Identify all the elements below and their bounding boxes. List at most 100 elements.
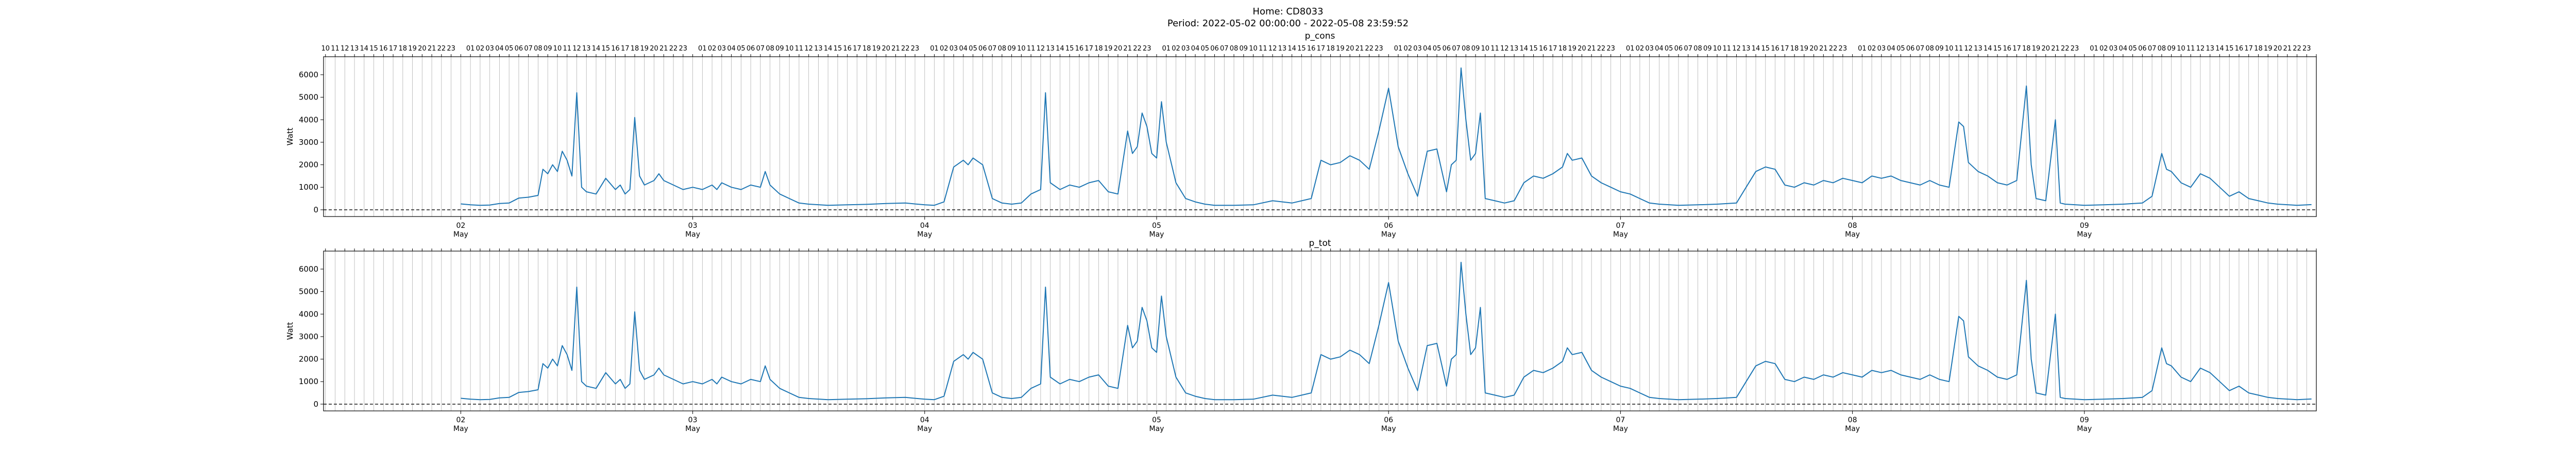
- day-tick-label: 02: [456, 222, 465, 230]
- hour-tick-label: 05: [2128, 45, 2137, 53]
- hour-tick-label: 23: [1375, 45, 1383, 53]
- hour-tick-label: 19: [2264, 45, 2273, 53]
- hour-tick-label: 23: [1839, 45, 1848, 53]
- hour-tick-label: 06: [1442, 45, 1451, 53]
- hour-tick-label: 22: [1597, 45, 1606, 53]
- month-tick-label: May: [1149, 230, 1164, 239]
- hour-tick-label: 22: [437, 45, 446, 53]
- hour-tick-label: 07: [756, 45, 765, 53]
- hour-tick-label: 13: [814, 45, 823, 53]
- hour-tick-label: 23: [1143, 45, 1151, 53]
- hour-tick-label: 02: [1172, 45, 1180, 53]
- hour-tick-label: 16: [843, 45, 852, 53]
- hour-tick-label: 20: [418, 45, 427, 53]
- hour-tick-label: 11: [1722, 45, 1731, 53]
- y-tick-label: 4000: [299, 309, 318, 319]
- hour-tick-label: 13: [350, 45, 359, 53]
- hour-tick-label: 03: [1645, 45, 1654, 53]
- hour-tick-label: 09: [1007, 45, 1016, 53]
- day-tick-label: 08: [1848, 416, 1857, 424]
- hour-tick-label: 11: [795, 45, 804, 53]
- hour-tick-label: 18: [1558, 45, 1567, 53]
- hour-tick-label: 07: [1684, 45, 1692, 53]
- y-tick-label: 5000: [299, 93, 318, 102]
- hour-tick-label: 13: [582, 45, 591, 53]
- hour-tick-label: 21: [428, 45, 436, 53]
- hour-tick-label: 10: [785, 45, 794, 53]
- month-tick-label: May: [1381, 425, 1396, 433]
- hour-tick-label: 02: [1403, 45, 1412, 53]
- y-tick-label: 5000: [299, 287, 318, 296]
- hour-tick-label: 10: [553, 45, 562, 53]
- hour-tick-label: 12: [572, 45, 581, 53]
- hour-tick-label: 17: [2244, 45, 2253, 53]
- hour-tick-label: 15: [1761, 45, 1770, 53]
- hour-tick-label: 23: [447, 45, 455, 53]
- hour-tick-label: 14: [1056, 45, 1064, 53]
- hour-tick-label: 17: [1317, 45, 1326, 53]
- hour-tick-label: 21: [2051, 45, 2060, 53]
- hour-tick-label: 22: [2061, 45, 2070, 53]
- hour-tick-label: 02: [940, 45, 948, 53]
- hour-tick-label: 20: [650, 45, 658, 53]
- hour-tick-label: 22: [1133, 45, 1142, 53]
- month-tick-label: May: [2077, 230, 2092, 239]
- hour-tick-label: 04: [2119, 45, 2128, 53]
- plot-frame: [323, 251, 2317, 411]
- hour-tick-label: 15: [1065, 45, 1074, 53]
- day-tick-label: 09: [2080, 222, 2089, 230]
- hour-tick-label: 09: [544, 45, 552, 53]
- hour-tick-label: 11: [563, 45, 571, 53]
- hour-tick-label: 11: [1490, 45, 1499, 53]
- hour-tick-label: 09: [2167, 45, 2176, 53]
- hour-tick-label: 16: [379, 45, 388, 53]
- hour-tick-label: 21: [891, 45, 900, 53]
- hour-tick-label: 02: [1868, 45, 1876, 53]
- hour-tick-label: 10: [321, 45, 330, 53]
- hour-tick-label: 14: [824, 45, 833, 53]
- hour-tick-label: 23: [2071, 45, 2079, 53]
- hour-tick-label: 12: [1268, 45, 1277, 53]
- hour-tick-label: 17: [1781, 45, 1789, 53]
- hour-tick-label: 18: [631, 45, 639, 53]
- hour-tick-label: 19: [640, 45, 649, 53]
- chart-p-tot: p_tot Watt 010002000300040005000600002Ma…: [285, 238, 2317, 433]
- hour-tick-label: 14: [1752, 45, 1760, 53]
- hour-tick-label: 05: [1433, 45, 1442, 53]
- hour-tick-label: 18: [862, 45, 871, 53]
- hour-tick-label: 02: [476, 45, 485, 53]
- hour-tick-label: 16: [1307, 45, 1316, 53]
- hour-tick-label: 13: [1278, 45, 1287, 53]
- hour-tick-label: 04: [1423, 45, 1432, 53]
- hour-tick-label: 12: [1732, 45, 1741, 53]
- hour-tick-label: 17: [853, 45, 861, 53]
- hour-tick-label: 01: [466, 45, 475, 53]
- hour-tick-label: 03: [1877, 45, 1886, 53]
- hour-tick-label: 13: [1974, 45, 1982, 53]
- hour-tick-label: 12: [1500, 45, 1509, 53]
- month-tick-label: May: [1381, 230, 1396, 239]
- day-tick-label: 02: [456, 416, 465, 424]
- hour-tick-label: 05: [1201, 45, 1210, 53]
- y-tick-label: 2000: [299, 160, 318, 170]
- day-tick-label: 03: [688, 222, 698, 230]
- hour-tick-label: 11: [1259, 45, 1267, 53]
- chart-p-cons: p_cons Watt 10 11 12 13 14 15 16 17 18 19 20 21 22 23…: [285, 31, 2317, 239]
- hour-tick-label: 15: [369, 45, 378, 53]
- hour-tick-label: 10: [1945, 45, 1954, 53]
- hour-tick-label: 01: [1394, 45, 1403, 53]
- series-line: [461, 67, 2312, 206]
- hour-tick-label: 03: [1413, 45, 1422, 53]
- hour-tick-label: 10: [2177, 45, 2185, 53]
- hour-tick-label: 14: [2215, 45, 2224, 53]
- hour-tick-label: 13: [2206, 45, 2214, 53]
- hour-tick-label: 01: [1626, 45, 1635, 53]
- series-line: [461, 261, 2312, 401]
- month-tick-label: May: [1845, 425, 1860, 433]
- hour-tick-label: 04: [1191, 45, 1200, 53]
- month-tick-label: May: [453, 425, 468, 433]
- hour-tick-label: 05: [737, 45, 745, 53]
- hour-tick-label: 13: [1510, 45, 1519, 53]
- hour-tick-label: 08: [1925, 45, 1934, 53]
- hour-tick-label: 22: [901, 45, 910, 53]
